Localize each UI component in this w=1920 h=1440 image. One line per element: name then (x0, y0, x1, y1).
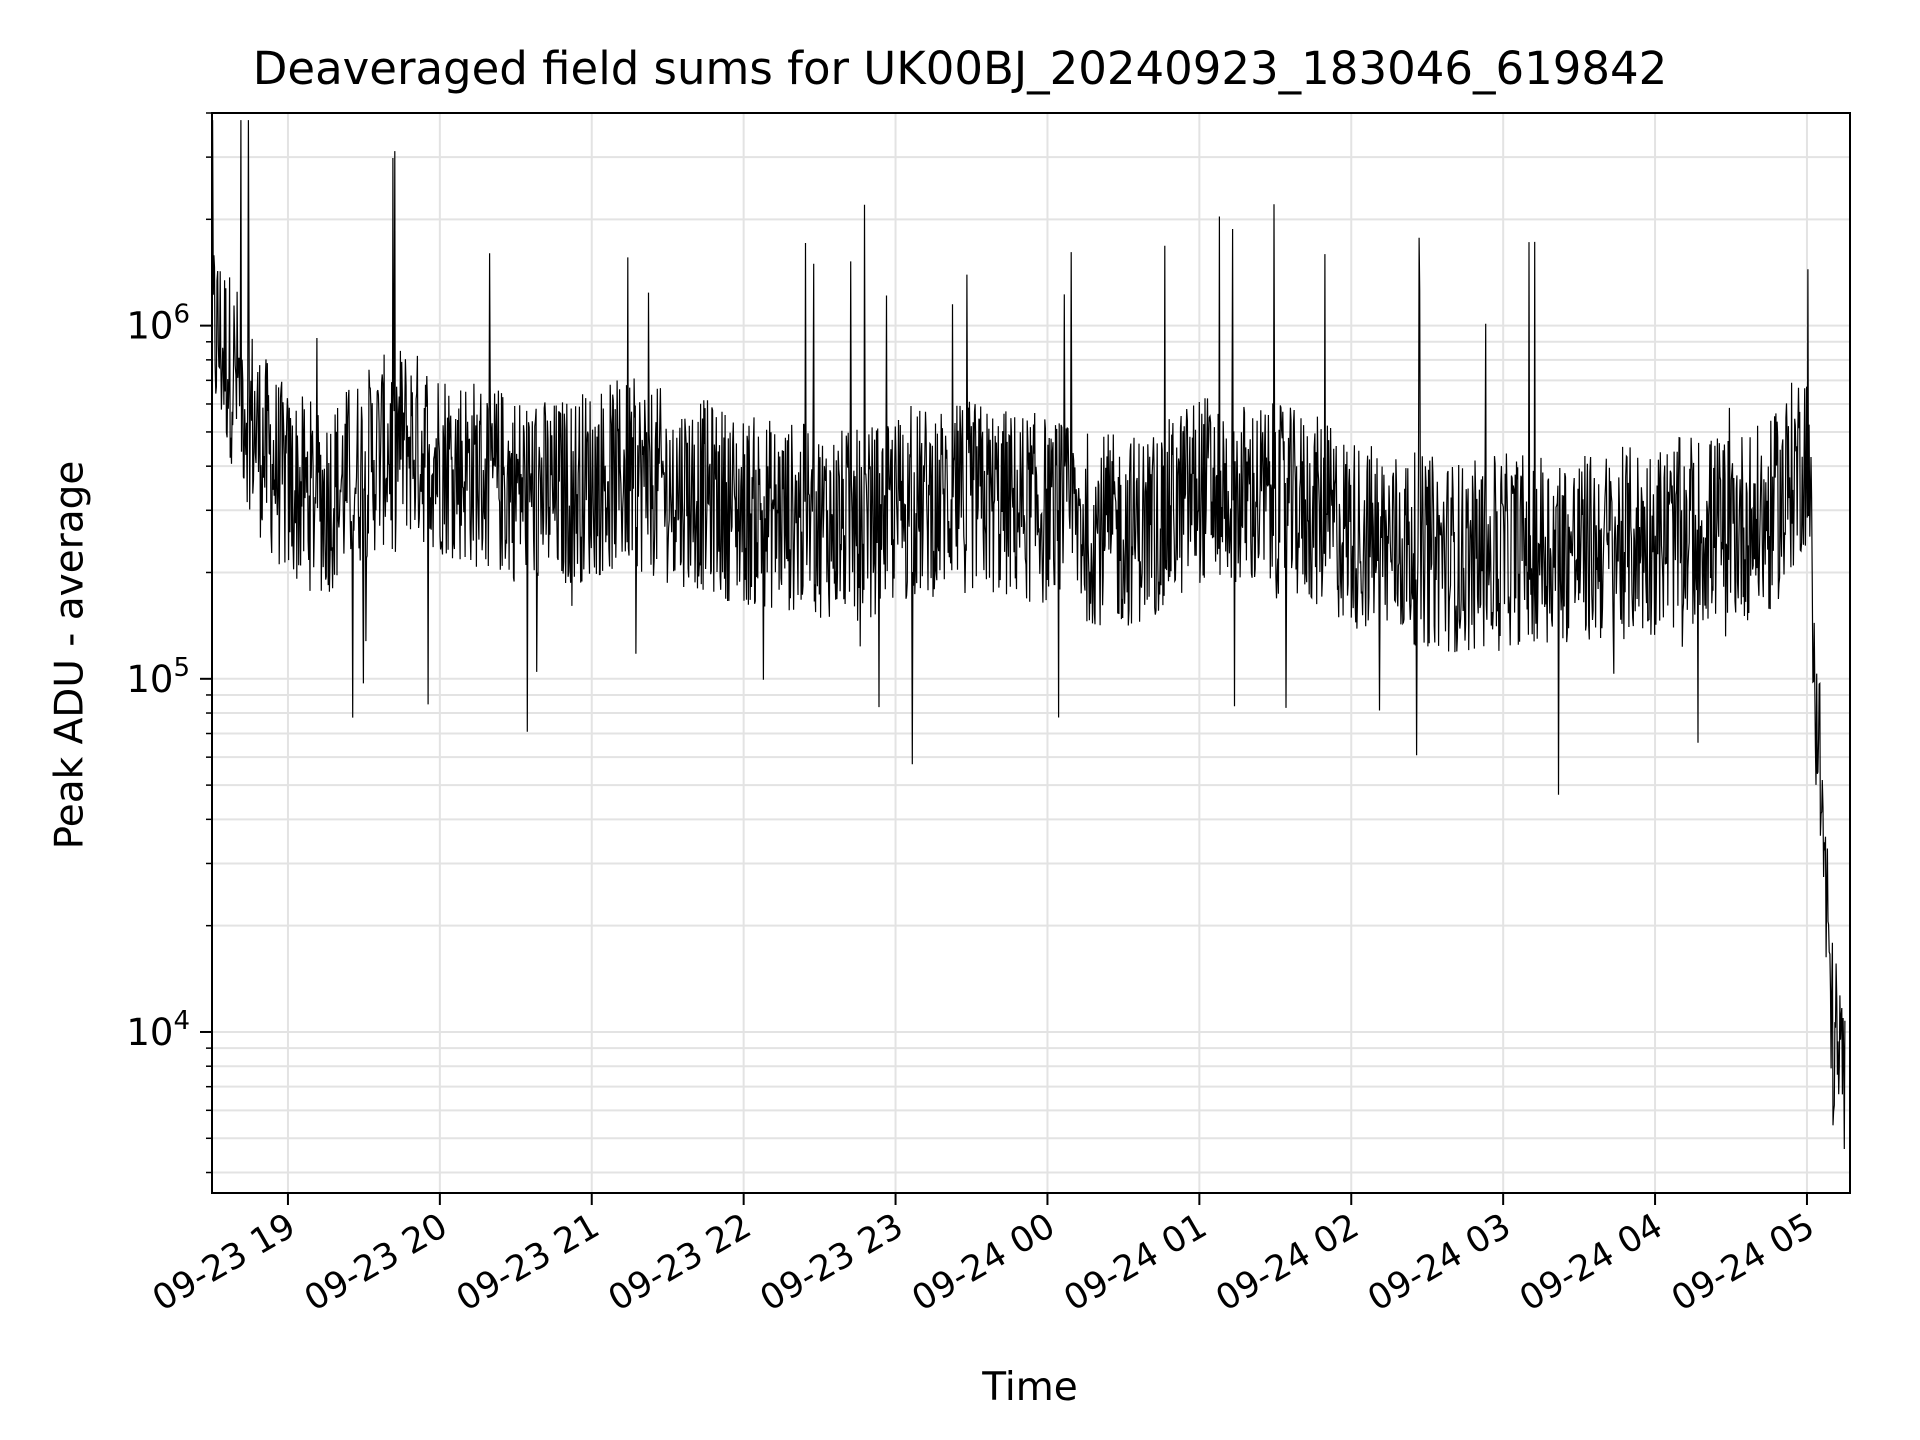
series-line (211, 120, 1846, 1150)
x-tick-label: 09-24 02 (1209, 1206, 1365, 1319)
x-tick-label: 09-23 22 (602, 1206, 758, 1319)
x-tick-label: 09-24 05 (1665, 1206, 1821, 1319)
x-tick-label: 09-23 20 (298, 1206, 454, 1319)
y-axis: 104 105 106 (126, 112, 212, 1174)
x-tick-label: 09-24 03 (1361, 1206, 1517, 1319)
plot-frame (211, 112, 1851, 1194)
x-tick-label: 09-24 04 (1513, 1206, 1669, 1319)
x-tick-label: 09-24 00 (906, 1206, 1062, 1319)
y-tick-label: 104 (126, 1006, 190, 1054)
x-tick-label: 09-23 19 (146, 1206, 302, 1319)
chart-title: Deaveraged field sums for UK00BJ_2024092… (252, 42, 1668, 95)
grid-lines (212, 112, 1850, 1193)
x-tick-label: 09-23 23 (754, 1206, 910, 1319)
x-axis-label: Time (982, 1365, 1078, 1410)
series-group (211, 120, 1846, 1150)
y-tick-label: 106 (126, 300, 190, 348)
y-tick-label: 105 (126, 653, 190, 701)
x-tick-label: 09-23 21 (450, 1206, 606, 1319)
x-tick-label: 09-24 01 (1058, 1206, 1214, 1319)
y-axis-label: Peak ADU - average (47, 460, 93, 850)
